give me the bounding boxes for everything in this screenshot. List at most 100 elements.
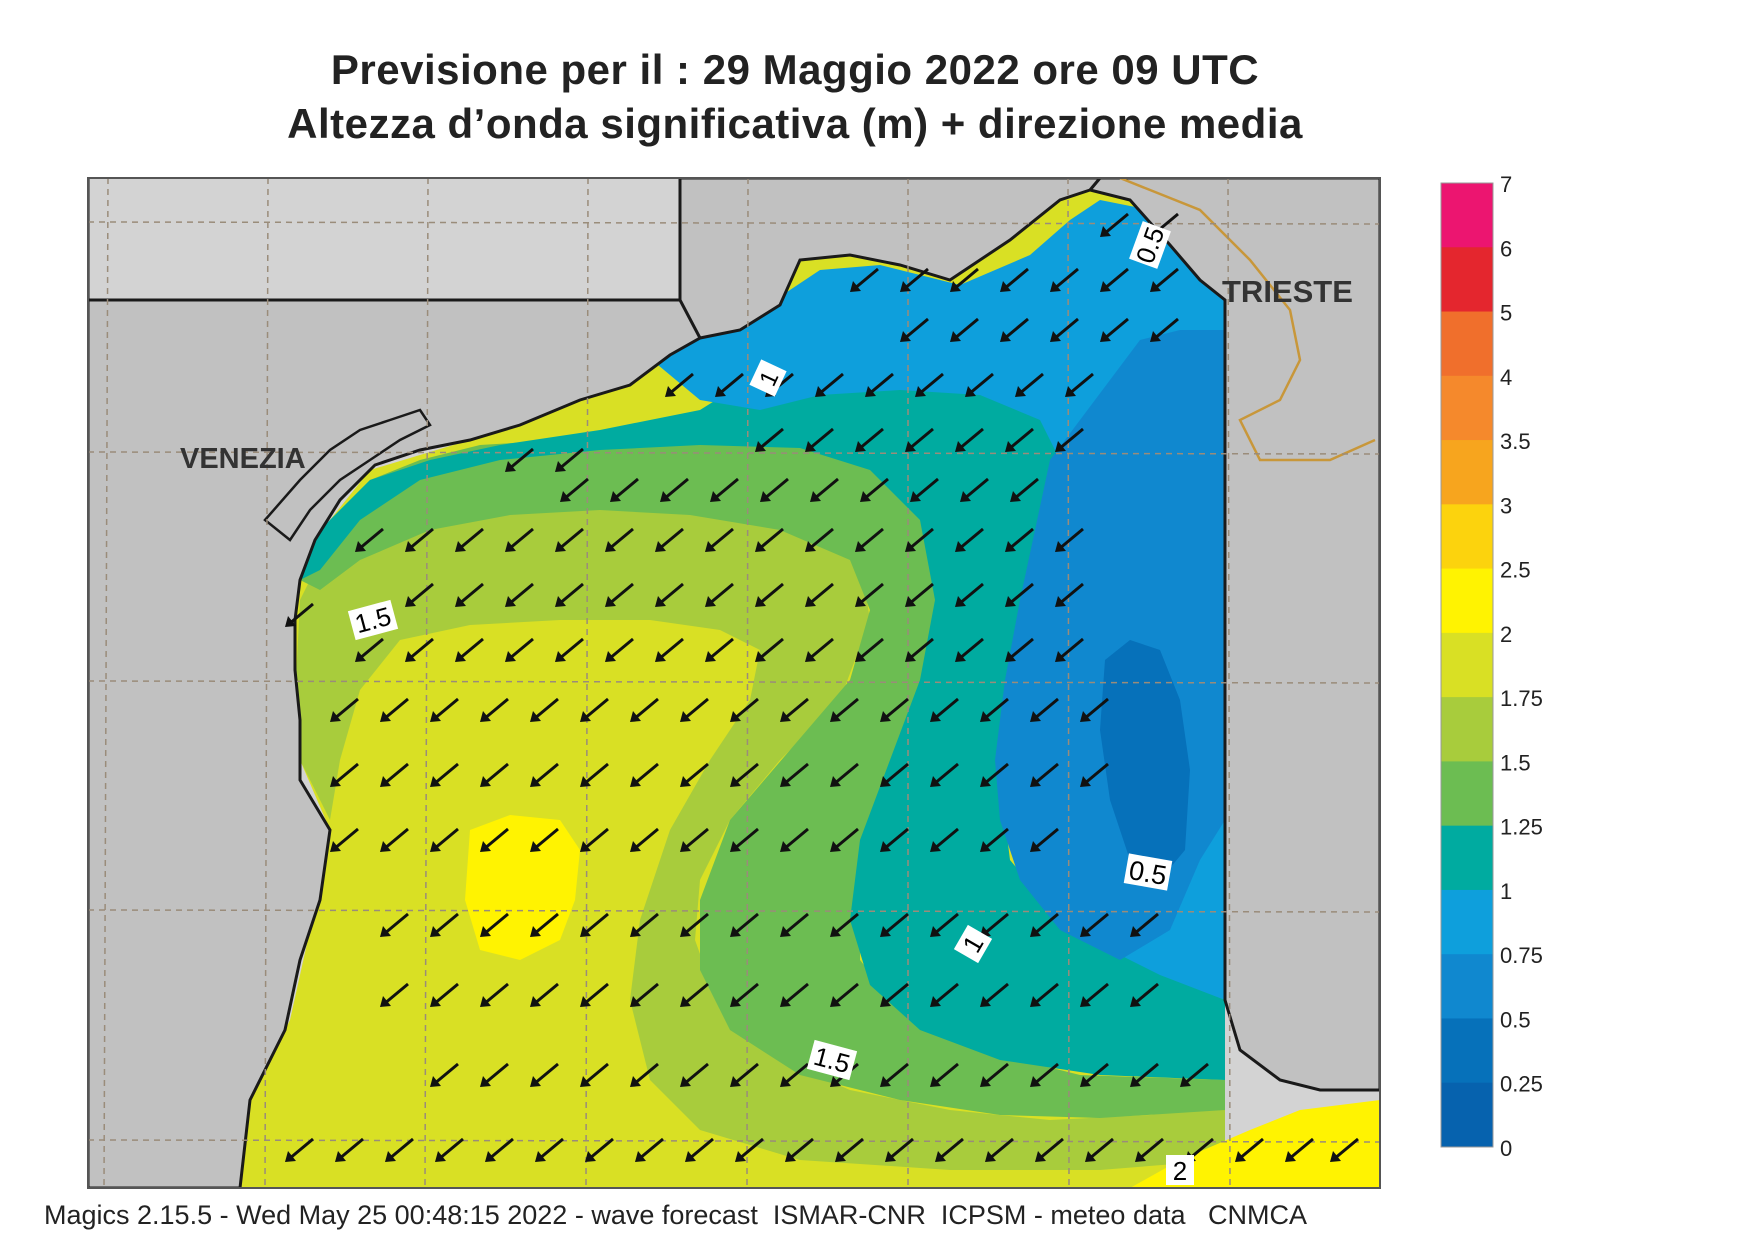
arrow-head-icon [930, 926, 941, 937]
arrow-southwest-icon [958, 427, 984, 451]
arrow-southwest-icon [1058, 527, 1084, 551]
arrow-head-icon [630, 996, 641, 1007]
arrow-southwest-icon [1058, 427, 1084, 451]
arrow-head-icon [1135, 1151, 1146, 1162]
arrow-head-icon [580, 711, 591, 722]
arrow-head-icon [435, 1151, 446, 1162]
arrow-head-icon [405, 596, 416, 607]
arrow-head-icon [380, 711, 391, 722]
arrow-southwest-icon [558, 582, 584, 606]
arrow-southwest-icon [783, 912, 809, 936]
arrow-southwest-icon [508, 447, 534, 471]
arrow-southwest-icon [583, 827, 609, 851]
arrow-head-icon [780, 841, 791, 852]
arrow-southwest-icon [683, 762, 709, 786]
arrow-southwest-icon [533, 912, 559, 936]
footer-credits: Magics 2.15.5 - Wed May 25 00:48:15 2022… [44, 1200, 1307, 1230]
arrow-southwest-icon [808, 582, 834, 606]
arrow-head-icon [935, 1151, 946, 1162]
arrow-head-icon [430, 926, 441, 937]
arrow-southwest-icon [633, 1062, 659, 1086]
arrow-southwest-icon [583, 1062, 609, 1086]
arrow-southwest-icon [683, 697, 709, 721]
arrow-head-icon [965, 386, 976, 397]
arrow-head-icon [1130, 926, 1141, 937]
arrow-southwest-icon [683, 912, 709, 936]
arrow-southwest-icon [1018, 372, 1044, 396]
legend-swatch [1441, 761, 1493, 827]
arrow-southwest-icon [483, 982, 509, 1006]
arrow-southwest-icon [1053, 267, 1079, 291]
legend-swatch [1441, 889, 1493, 955]
arrow-head-icon [960, 491, 971, 502]
arrow-southwest-icon [533, 762, 559, 786]
arrow-head-icon [580, 776, 591, 787]
arrow-head-icon [955, 441, 966, 452]
arrow-head-icon [505, 651, 516, 662]
arrow-southwest-icon [633, 982, 659, 1006]
arrow-southwest-icon [833, 697, 859, 721]
arrow-southwest-icon [953, 317, 979, 341]
arrow-head-icon [1150, 281, 1161, 292]
arrow-southwest-icon [383, 912, 409, 936]
arrow-head-icon [530, 1076, 541, 1087]
arrow-southwest-icon [903, 317, 929, 341]
arrow-southwest-icon [933, 1062, 959, 1086]
arrow-southwest-icon [933, 827, 959, 851]
arrow-southwest-icon [1033, 827, 1059, 851]
direction-arrows [285, 212, 1359, 1162]
legend-tick-label: 0 [1500, 1136, 1512, 1161]
arrow-head-icon [900, 281, 911, 292]
color-legend: 7 6 5 4 3.5 3 2.5 2 1.75 1.5 1.25 1 0.75 0.5 0.25 0 [1440, 172, 1543, 1161]
arrow-head-icon [330, 841, 341, 852]
arrow-head-icon [1055, 441, 1066, 452]
arrow-southwest-icon [1103, 267, 1129, 291]
legend-tick-label: 3.5 [1500, 429, 1531, 454]
arrow-head-icon [1100, 226, 1111, 237]
arrow-southwest-icon [813, 477, 839, 501]
arrow-southwest-icon [668, 372, 694, 396]
arrow-head-icon [930, 711, 941, 722]
arrow-head-icon [380, 996, 391, 1007]
arrow-southwest-icon [558, 637, 584, 661]
arrow-southwest-icon [808, 427, 834, 451]
arrow-southwest-icon [483, 827, 509, 851]
arrow-southwest-icon [1088, 1137, 1114, 1161]
arrow-southwest-icon [508, 582, 534, 606]
arrow-southwest-icon [458, 527, 484, 551]
arrow-southwest-icon [288, 602, 314, 626]
arrow-head-icon [380, 926, 391, 937]
arrow-southwest-icon [758, 582, 784, 606]
arrow-southwest-icon [908, 637, 934, 661]
arrow-head-icon [480, 776, 491, 787]
arrow-head-icon [930, 1076, 941, 1087]
legend-frame [1440, 182, 1494, 1148]
arrow-head-icon [880, 711, 891, 722]
arrow-head-icon [480, 841, 491, 852]
arrow-head-icon [480, 926, 491, 937]
arrow-southwest-icon [733, 762, 759, 786]
arrow-southwest-icon [1153, 317, 1179, 341]
arrow-head-icon [830, 926, 841, 937]
arrow-southwest-icon [588, 1137, 614, 1161]
arrow-head-icon [660, 491, 671, 502]
legend-swatch [1441, 568, 1493, 634]
arrow-southwest-icon [1153, 267, 1179, 291]
arrow-southwest-icon [983, 697, 1009, 721]
legend-tick-label: 3 [1500, 493, 1512, 518]
arrow-southwest-icon [508, 527, 534, 551]
arrow-head-icon [580, 841, 591, 852]
legend-tick-label: 0.75 [1500, 943, 1543, 968]
arrow-southwest-icon [633, 827, 659, 851]
contour-label-text: 0.5 [1127, 855, 1169, 891]
arrow-head-icon [1080, 1076, 1091, 1087]
arrow-head-icon [655, 651, 666, 662]
arrow-head-icon [680, 711, 691, 722]
arrow-southwest-icon [718, 372, 744, 396]
arrow-southwest-icon [958, 582, 984, 606]
arrow-head-icon [605, 596, 616, 607]
arrow-southwest-icon [533, 1062, 559, 1086]
arrow-southwest-icon [983, 762, 1009, 786]
arrow-head-icon [580, 926, 591, 937]
arrow-southwest-icon [733, 697, 759, 721]
